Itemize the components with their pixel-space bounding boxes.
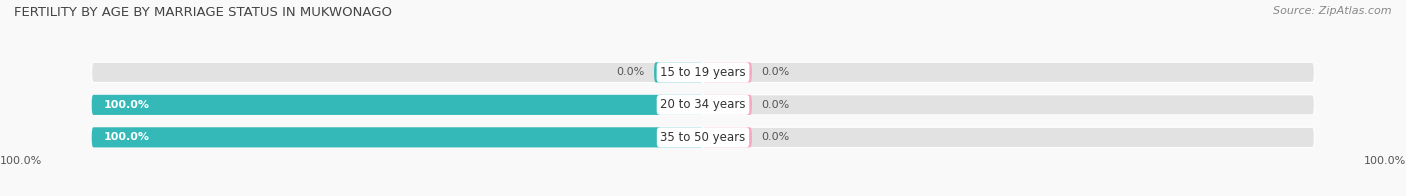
Text: 0.0%: 0.0%	[761, 100, 789, 110]
Text: 100.0%: 100.0%	[104, 100, 150, 110]
Text: 20 to 34 years: 20 to 34 years	[661, 98, 745, 111]
FancyBboxPatch shape	[91, 127, 1315, 147]
FancyBboxPatch shape	[91, 95, 703, 115]
Text: 15 to 19 years: 15 to 19 years	[661, 66, 745, 79]
Text: Source: ZipAtlas.com: Source: ZipAtlas.com	[1274, 6, 1392, 16]
FancyBboxPatch shape	[703, 62, 752, 83]
FancyBboxPatch shape	[703, 95, 752, 115]
Text: 100.0%: 100.0%	[1364, 156, 1406, 166]
Text: 100.0%: 100.0%	[0, 156, 42, 166]
FancyBboxPatch shape	[91, 127, 703, 147]
Text: 0.0%: 0.0%	[761, 132, 789, 142]
Text: FERTILITY BY AGE BY MARRIAGE STATUS IN MUKWONAGO: FERTILITY BY AGE BY MARRIAGE STATUS IN M…	[14, 6, 392, 19]
FancyBboxPatch shape	[654, 62, 703, 83]
FancyBboxPatch shape	[91, 95, 1315, 115]
Text: 0.0%: 0.0%	[617, 67, 645, 77]
Text: 35 to 50 years: 35 to 50 years	[661, 131, 745, 144]
Text: 0.0%: 0.0%	[761, 67, 789, 77]
Text: 100.0%: 100.0%	[104, 132, 150, 142]
FancyBboxPatch shape	[703, 127, 752, 147]
FancyBboxPatch shape	[91, 62, 1315, 83]
